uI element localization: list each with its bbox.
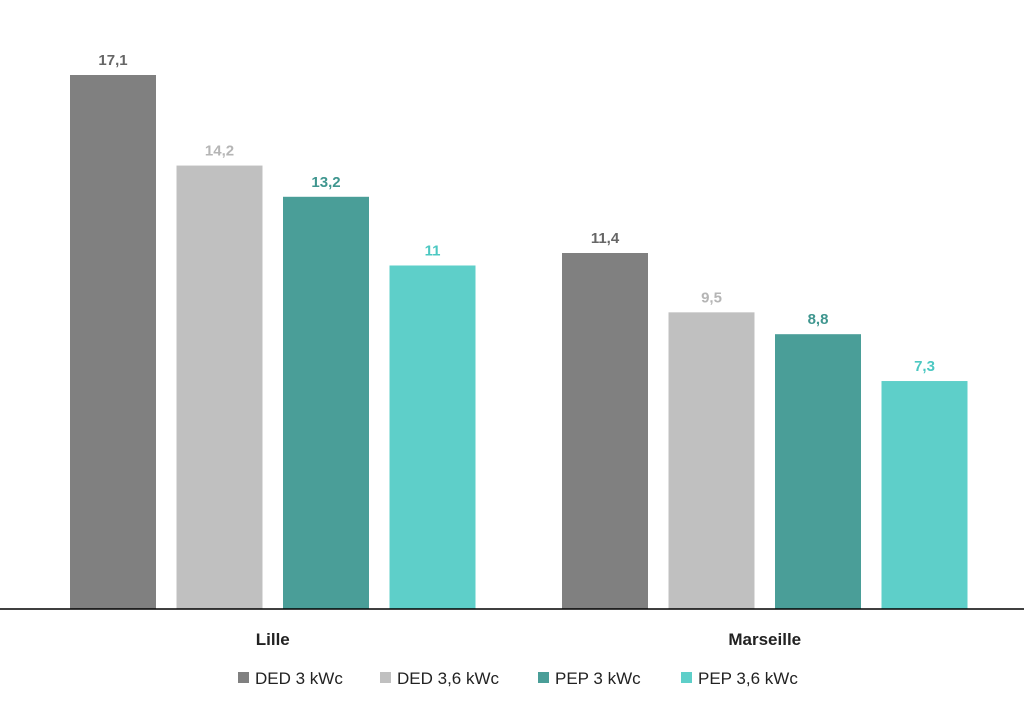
bar-marseille-pep-3-6-kwc [881, 381, 968, 609]
data-label-lille-ded-3-kwc: 17,1 [98, 52, 127, 69]
data-label-marseille-ded-3-6-kwc: 9,5 [701, 289, 722, 306]
data-label-marseille-pep-3-6-kwc: 7,3 [914, 358, 935, 375]
legend-swatch-pep-3-6-kwc [681, 672, 692, 683]
category-label-marseille: Marseille [728, 630, 801, 649]
legend-swatch-ded-3-kwc [238, 672, 249, 683]
bar-lille-ded-3-6-kwc [176, 165, 263, 609]
legend-swatch-ded-3-6-kwc [380, 672, 391, 683]
bar-marseille-ded-3-kwc [562, 253, 648, 609]
bar-lille-ded-3-kwc [70, 75, 156, 609]
category-label-lille: Lille [256, 630, 290, 649]
legend-label-ded-3-6-kwc: DED 3,6 kWc [397, 669, 500, 688]
legend-label-pep-3-kwc: PEP 3 kWc [555, 669, 641, 688]
data-label-lille-pep-3-6-kwc: 11 [425, 242, 441, 259]
data-label-lille-ded-3-6-kwc: 14,2 [205, 143, 234, 160]
legend-label-pep-3-6-kwc: PEP 3,6 kWc [698, 669, 798, 688]
bar-lille-pep-3-6-kwc [389, 265, 476, 609]
bar-marseille-ded-3-6-kwc [668, 312, 755, 609]
legend-label-ded-3-kwc: DED 3 kWc [255, 669, 343, 688]
value-labels-group: 17,1 14,2 13,2 11 11,4 9,5 8,8 7,3 [98, 52, 935, 375]
data-label-marseille-ded-3-kwc: 11,4 [591, 230, 620, 247]
bars-group [70, 75, 968, 609]
legend-swatch-pep-3-kwc [538, 672, 549, 683]
data-label-lille-pep-3-kwc: 13,2 [311, 174, 340, 191]
data-label-marseille-pep-3-kwc: 8,8 [808, 311, 829, 328]
bar-lille-pep-3-kwc [283, 196, 369, 609]
bar-marseille-pep-3-kwc [775, 334, 861, 609]
category-labels-group: Lille Marseille [256, 630, 801, 649]
legend: DED 3 kWc DED 3,6 kWc PEP 3 kWc PEP 3,6 kWc [238, 669, 798, 688]
